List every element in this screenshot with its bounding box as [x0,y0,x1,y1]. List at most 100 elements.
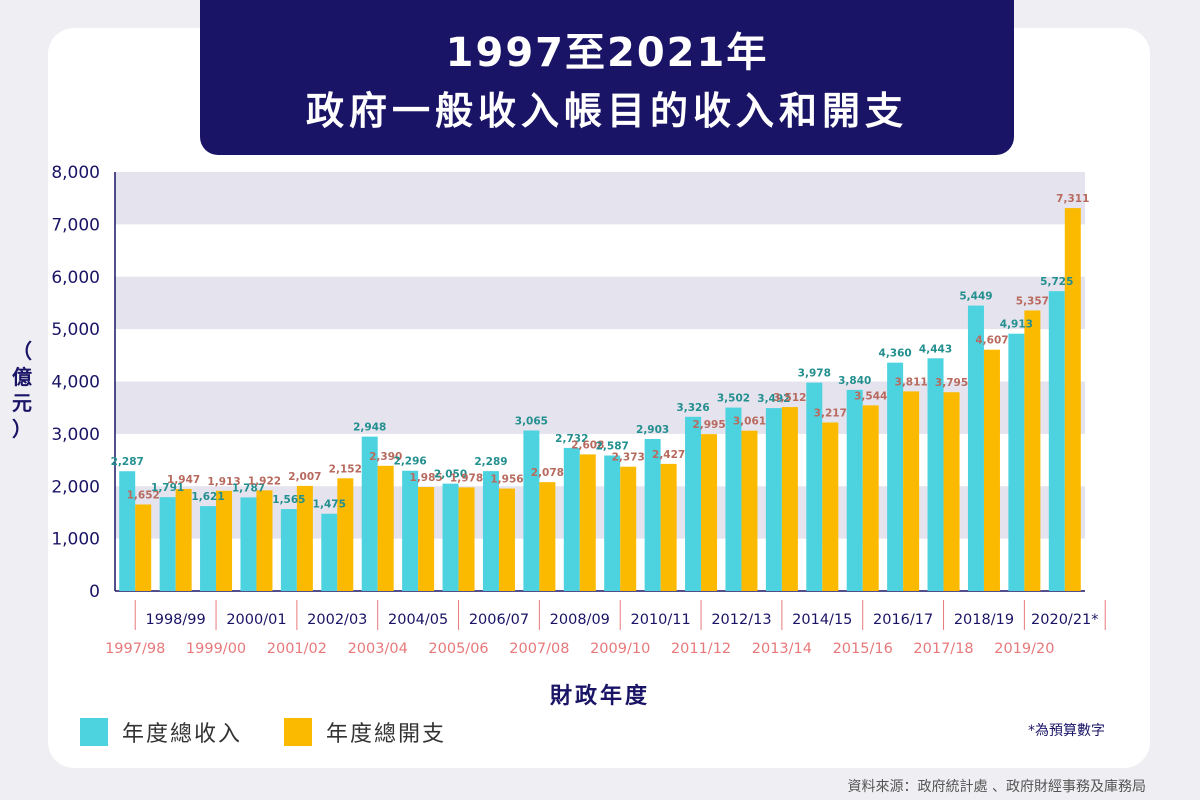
bar-expenditure [256,490,273,591]
bar-expenditure [337,478,354,591]
bar-revenue [725,407,742,591]
x-tick-label-upper: 2010/11 [631,612,691,628]
bar-revenue [927,358,944,591]
data-label-expenditure: 2,995 [692,419,725,431]
x-tick-label-upper: 2016/17 [873,612,933,628]
bar-revenue [1008,333,1025,591]
data-label-revenue: 2,587 [596,441,629,453]
x-tick-label-upper: 2006/07 [469,612,529,628]
bar-revenue [280,509,297,591]
bar-revenue [402,470,419,591]
y-tick-label: 3,000 [51,425,100,445]
data-label-revenue: 3,840 [838,375,871,387]
data-label-revenue: 2,903 [636,424,669,436]
bar-expenditure [135,504,152,591]
data-label-expenditure: 2,373 [612,452,645,464]
data-label-revenue: 1,565 [272,494,305,506]
bar-expenditure [296,485,313,591]
bar-expenditure [701,434,718,591]
bar-expenditure [1064,208,1081,592]
bar-revenue [806,382,823,591]
x-tick-label-upper: 2014/15 [792,612,852,628]
bar-expenditure [418,487,435,591]
legend-label-expenditure: 年度總開支 [326,722,447,747]
source-credit: 資料來源：政府統計處 、政府財經事務及庫務局 [847,779,1146,795]
data-label-revenue: 5,449 [959,291,992,303]
data-label-revenue: 1,787 [232,482,265,494]
data-label-expenditure: 3,795 [935,377,968,389]
data-label-revenue: 3,326 [676,402,709,414]
data-label-revenue: 3,065 [515,415,548,427]
y-tick-label: 4,000 [51,373,100,393]
data-label-expenditure: 2,007 [288,471,321,483]
bar-expenditure [862,405,879,591]
bar-revenue [523,430,540,591]
bar-expenditure [983,349,1000,591]
grid-band [115,486,1085,539]
bar-expenditure [660,463,677,591]
y-tick-label: 2,000 [51,477,100,497]
data-label-expenditure: 4,607 [975,335,1008,347]
bar-revenue [604,455,621,591]
budget-note: *為預算數字 [1028,723,1105,739]
data-label-expenditure: 2,608 [571,439,604,451]
x-tick-label-lower: 2011/12 [671,641,731,657]
y-tick-label: 1,000 [51,530,100,550]
bar-expenditure [822,422,839,591]
y-tick-label: 8,000 [51,163,100,183]
x-tick-label-lower: 2005/06 [428,641,488,657]
x-tick-label-lower: 2017/18 [913,641,973,657]
legend-swatch-expenditure [284,718,312,746]
bar-revenue [563,447,580,591]
bar-revenue [200,506,217,591]
data-label-revenue: 4,913 [1000,319,1033,331]
bar-revenue [240,497,257,591]
bar-revenue [119,471,136,591]
x-tick-label-lower: 2009/10 [590,641,650,657]
bar-expenditure [781,407,798,591]
x-tick-label-lower: 2007/08 [509,641,569,657]
chart-title-line-2: 政府一般收入帳目的收入和開支 [305,89,908,133]
data-label-expenditure: 1,913 [207,476,240,488]
data-label-expenditure: 1,922 [248,475,281,487]
x-tick-label-upper: 2008/09 [550,612,610,628]
data-label-expenditure: 2,078 [531,467,564,479]
data-label-expenditure: 3,544 [854,390,887,402]
bar-revenue [887,362,904,591]
y-axis-label-char: 億 [12,365,32,389]
legend-swatch-revenue [80,718,108,746]
bar-expenditure [579,454,596,591]
data-label-revenue: 4,443 [919,343,952,355]
bar-revenue [846,389,863,591]
bar-revenue [765,408,782,591]
data-label-revenue: 2,050 [434,469,467,481]
bar-revenue [321,513,338,591]
data-label-expenditure: 1,956 [490,474,523,486]
x-tick-label-upper: 2018/19 [954,612,1014,628]
bar-expenditure [620,466,637,591]
data-label-expenditure: 2,390 [369,451,402,463]
data-label-expenditure: 7,311 [1056,193,1089,205]
bar-expenditure [943,392,960,591]
x-axis-label: 財政年度 [549,684,650,709]
data-label-revenue: 1,475 [313,499,346,511]
x-tick-label-lower: 1999/00 [186,641,246,657]
bar-expenditure [1024,310,1041,591]
data-label-revenue: 1,621 [191,491,224,503]
data-label-revenue: 2,296 [394,456,427,468]
data-label-revenue: 3,502 [717,393,750,405]
bar-revenue [644,438,661,591]
x-tick-label-lower: 2019/20 [994,641,1054,657]
bar-expenditure [539,482,556,591]
grid-band [115,172,1085,225]
data-label-expenditure: 1,652 [127,489,160,501]
data-label-revenue: 4,360 [879,348,912,360]
bar-revenue [482,471,499,591]
data-label-expenditure: 3,217 [814,408,847,420]
y-axis-label-char: 元 [12,391,32,415]
y-axis-label-char: ） [12,417,32,441]
bar-expenditure [458,487,475,591]
data-label-expenditure: 2,152 [329,463,362,475]
bar-expenditure [175,489,192,591]
